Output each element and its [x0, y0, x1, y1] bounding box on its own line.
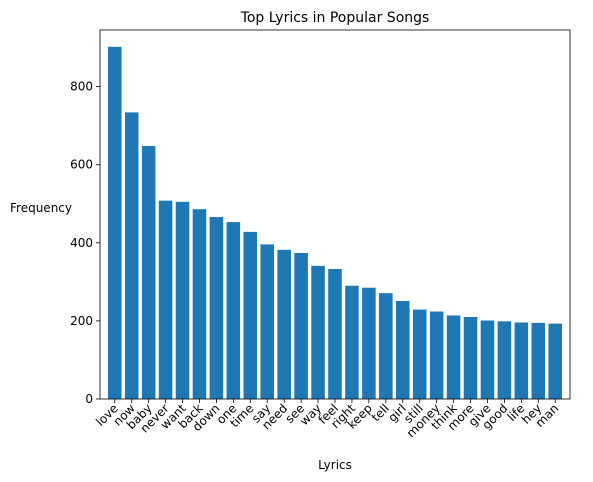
y-tick-label: 600: [70, 158, 93, 172]
bar-way: [311, 265, 325, 399]
bar-see: [294, 252, 308, 399]
bar-feel: [328, 268, 342, 399]
bar-say: [260, 244, 275, 399]
bar-tell: [379, 293, 393, 399]
bar-now: [124, 112, 139, 399]
bar-back: [192, 209, 207, 399]
bar-love: [107, 46, 122, 400]
bar-never: [158, 200, 173, 399]
bar-time: [243, 231, 258, 399]
bar-man: [548, 323, 563, 399]
bar-more: [463, 317, 478, 399]
bar-one: [226, 222, 241, 399]
x-axis-label: Lyrics: [318, 458, 352, 472]
y-axis-label: Frequency: [10, 201, 72, 215]
bar-think: [446, 315, 461, 399]
bar-still: [412, 309, 427, 399]
bar-need: [277, 249, 291, 399]
bar-want: [175, 201, 190, 399]
bar-girl: [395, 300, 410, 399]
bar-money: [429, 311, 444, 399]
x-axis: lovenowbabyneverwantbackdownonetimesayne…: [93, 399, 561, 440]
bar-keep: [362, 287, 376, 399]
bar-life: [514, 322, 529, 399]
plot-frame: [99, 29, 571, 400]
chart-title: Top Lyrics in Popular Songs: [240, 10, 430, 26]
bar-down: [209, 217, 224, 399]
bar-give: [480, 320, 495, 399]
y-tick-label: 0: [85, 392, 93, 406]
y-tick-label: 800: [70, 80, 93, 94]
y-tick-label: 400: [70, 236, 93, 250]
bars-group: [107, 46, 563, 400]
bar-good: [497, 321, 512, 399]
y-axis: 0 200 400 600 800: [70, 80, 100, 406]
y-tick-label: 200: [70, 314, 93, 328]
bar-hey: [531, 322, 546, 399]
bar-right: [345, 285, 359, 399]
bar-baby: [141, 145, 156, 399]
